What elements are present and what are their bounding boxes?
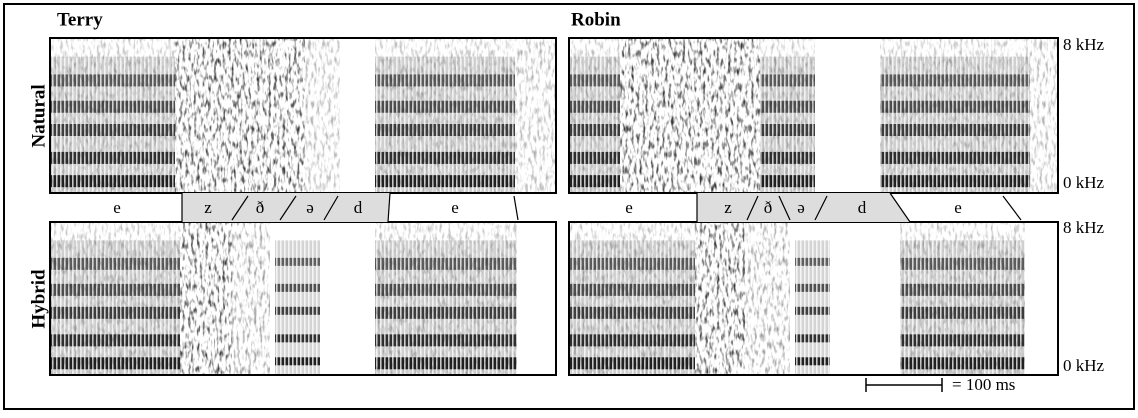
segment-label: e	[451, 198, 459, 217]
noise	[232, 222, 270, 375]
noise	[50, 222, 180, 375]
segment-label: e	[954, 198, 962, 217]
scale-label: = 100 ms	[952, 375, 1015, 394]
segment-label: d	[858, 198, 867, 217]
noise	[50, 38, 175, 193]
frequency-label: 8 kHz	[1063, 35, 1105, 54]
noise	[375, 38, 515, 193]
noise	[569, 222, 695, 375]
noise	[515, 38, 556, 193]
noise	[569, 38, 620, 193]
noise	[695, 222, 745, 375]
segment-label: e	[625, 198, 633, 217]
segment-label: ə	[797, 198, 805, 217]
frequency-label: 0 kHz	[1063, 356, 1105, 375]
noise	[880, 38, 1030, 193]
row-label: Natural	[28, 84, 49, 147]
noise	[305, 38, 340, 193]
frequency-label: 0 kHz	[1063, 173, 1105, 192]
striation	[275, 222, 320, 375]
segment-shade	[182, 193, 390, 222]
spectrogram-panel	[49, 221, 557, 376]
segment-label: ð	[764, 198, 773, 217]
segment-shade	[697, 193, 910, 222]
segment-boundaries	[181, 192, 1022, 223]
spectrogram-panel	[568, 37, 1059, 194]
noise	[1030, 38, 1058, 193]
spectrogram-panel	[49, 37, 557, 194]
frequency-label: 8 kHz	[1063, 218, 1105, 237]
segment-label: ə	[306, 198, 314, 217]
segment-label: e	[113, 198, 121, 217]
spectrogram-panel	[568, 221, 1059, 376]
noise	[745, 222, 790, 375]
spectrograms	[49, 37, 1059, 376]
row-label: Hybrid	[28, 269, 49, 329]
segment-label: z	[204, 198, 212, 217]
noise	[180, 222, 232, 375]
striation	[795, 222, 830, 375]
noise	[620, 38, 760, 193]
noise	[900, 222, 1025, 375]
segment-label: z	[724, 198, 732, 217]
noise	[375, 222, 517, 375]
speaker-name: Robin	[571, 9, 621, 30]
speaker-name: Terry	[57, 9, 103, 30]
scale-bar	[865, 378, 943, 392]
noise	[760, 38, 815, 193]
noise	[175, 38, 305, 193]
segment-label: ð	[256, 198, 265, 217]
segment-label: d	[354, 198, 363, 217]
